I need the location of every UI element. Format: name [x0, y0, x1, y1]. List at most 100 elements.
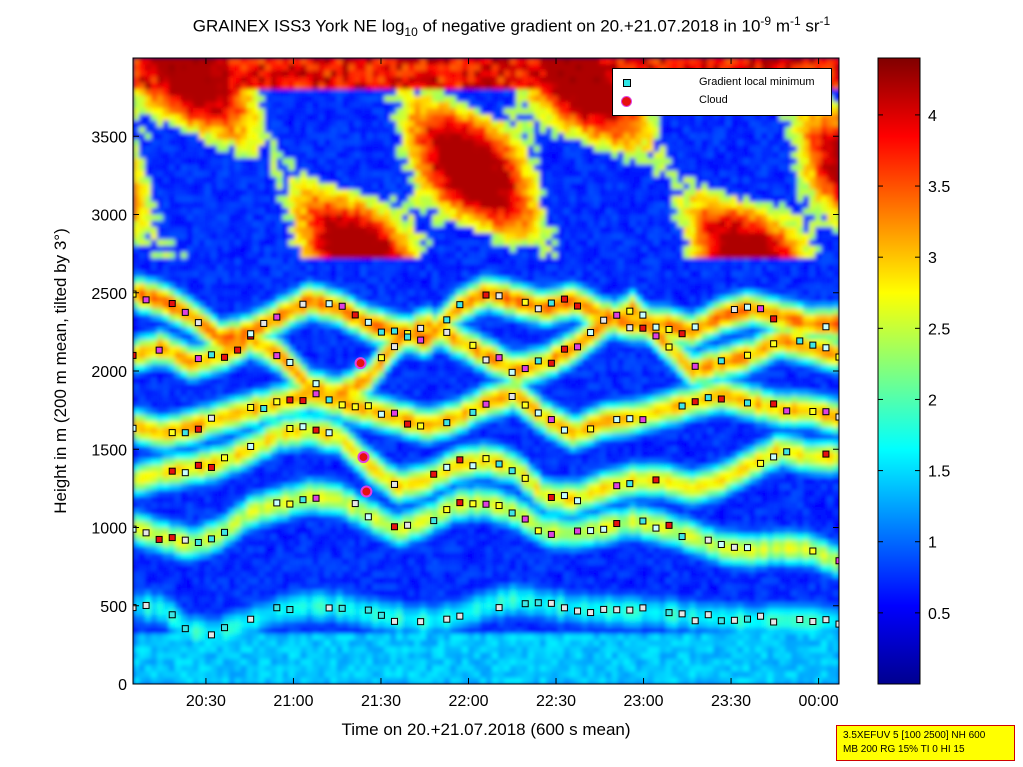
gradient-min-marker [325, 396, 333, 404]
gradient-min-marker [133, 351, 137, 359]
gradient-min-marker [508, 392, 516, 400]
gradient-min-marker [207, 351, 215, 359]
gradient-min-marker [299, 496, 307, 504]
gradient-min-marker [626, 324, 634, 332]
gradient-min-marker [390, 617, 398, 625]
gradient-min-marker [678, 610, 686, 618]
gradient-min-marker [770, 340, 778, 348]
gradient-min-marker [757, 305, 765, 313]
gradient-min-marker [133, 604, 137, 612]
gradient-min-marker [221, 528, 229, 536]
gradient-min-marker [691, 617, 699, 625]
x-tick-label: 23:30 [711, 693, 751, 710]
gradient-min-marker [221, 353, 229, 361]
legend-entry-gradient: Gradient local minimum [699, 76, 815, 88]
x-tick-label: 23:00 [624, 693, 664, 710]
y-tick-label: 3500 [91, 129, 127, 146]
gradient-min-marker [325, 604, 333, 612]
gradient-min-marker [770, 453, 778, 461]
gradient-min-marker [626, 415, 634, 423]
gradient-min-marker [181, 625, 189, 633]
gradient-min-marker [456, 456, 464, 464]
gradient-min-marker [207, 631, 215, 639]
gradient-min-marker [665, 325, 673, 333]
gradient-min-marker [730, 306, 738, 314]
gradient-min-marker [809, 618, 817, 626]
gradient-min-marker [743, 303, 751, 311]
colorbar-tick-label: 4 [928, 108, 937, 125]
gradient-min-marker [142, 601, 150, 609]
gradient-min-marker [547, 416, 555, 424]
gradient-min-marker [770, 618, 778, 626]
gradient-min-marker [665, 521, 673, 529]
gradient-min-marker [430, 517, 438, 525]
gradient-min-marker [678, 330, 686, 338]
gradient-min-marker [574, 343, 582, 351]
gradient-min-marker [639, 604, 647, 612]
gradient-min-marker [417, 422, 425, 430]
gradient-min-marker [534, 527, 542, 535]
gradient-min-marker [155, 346, 163, 354]
y-axis: 0 500 1000 1500 2000 2500 3000 3500 [91, 129, 839, 694]
gradient-min-marker [547, 359, 555, 367]
gradient-min-marker [207, 414, 215, 422]
gradient-min-marker [796, 615, 804, 623]
gradient-min-marker [377, 611, 385, 619]
gradient-min-marker [221, 454, 229, 462]
gradient-min-marker [665, 609, 673, 617]
gradient-min-marker [652, 476, 660, 484]
gradient-min-marker [521, 365, 529, 373]
gradient-min-marker [796, 337, 804, 345]
gradient-min-marker [364, 402, 372, 410]
gradient-min-marker [133, 424, 137, 432]
gradient-min-marker [482, 500, 490, 508]
gradient-min-marker [443, 463, 451, 471]
gradient-min-marker [390, 523, 398, 531]
gradient-min-marker [521, 600, 529, 608]
x-tick-label: 21:00 [273, 693, 313, 710]
gradient-min-marker [495, 604, 503, 612]
x-tick-label: 00:00 [799, 693, 839, 710]
gradient-min-marker [142, 529, 150, 537]
gradient-min-marker [809, 407, 817, 415]
gradient-min-marker [194, 425, 202, 433]
gradient-min-marker [377, 354, 385, 362]
gradient-min-marker [404, 420, 412, 428]
gradient-min-marker [508, 368, 516, 376]
gradient-min-marker [443, 506, 451, 514]
x-tick-label: 20:30 [186, 693, 226, 710]
gradient-min-marker [351, 311, 359, 319]
gradient-min-marker [587, 609, 595, 617]
gradient-min-marker [547, 493, 555, 501]
gradient-min-marker [757, 612, 765, 620]
gradient-min-marker [652, 524, 660, 532]
gradient-min-marker [743, 399, 751, 407]
gradient-min-marker [469, 462, 477, 470]
gradient-min-marker [133, 290, 137, 298]
gradient-min-marker [613, 482, 621, 490]
cloud-marker [357, 451, 370, 464]
gradient-min-marker [770, 315, 778, 323]
gradient-min-marker [508, 467, 516, 475]
gradient-min-marker [234, 346, 242, 354]
gradient-min-marker [155, 535, 163, 543]
gradient-min-marker [574, 527, 582, 535]
colorbar-tick-label: 3.5 [928, 179, 950, 196]
gradient-min-marker [286, 425, 294, 433]
colorbar-tick-label: 0.5 [928, 606, 950, 623]
gradient-min-marker [717, 395, 725, 403]
gradient-min-marker [730, 616, 738, 624]
gradient-min-marker [613, 416, 621, 424]
colorbar [877, 57, 921, 685]
gradient-min-marker [338, 302, 346, 310]
gradient-min-marker [247, 442, 255, 450]
y-tick-label: 0 [118, 677, 127, 694]
gradient-min-marker [743, 615, 751, 623]
gradient-min-marker [704, 611, 712, 619]
gradient-min-marker [574, 607, 582, 615]
gradient-min-marker [325, 429, 333, 437]
colorbar-tick-label: 2 [928, 392, 937, 409]
gradient-min-marker [404, 521, 412, 529]
gradient-min-marker [835, 557, 839, 565]
gradient-min-marker [207, 535, 215, 543]
